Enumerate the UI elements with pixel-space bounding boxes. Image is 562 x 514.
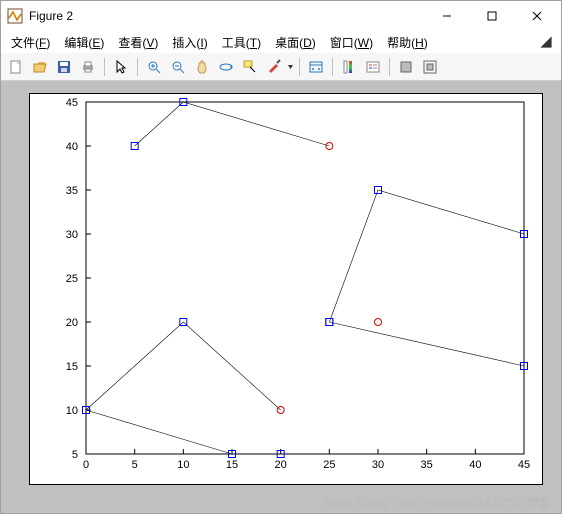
titlebar: Figure 2 <box>1 1 561 31</box>
menu-e[interactable]: 编辑(E) <box>58 32 110 53</box>
brush-icon <box>266 59 282 75</box>
close-icon <box>532 11 542 21</box>
link-icon <box>308 59 324 75</box>
colorbar-button[interactable] <box>338 56 360 78</box>
svg-text:30: 30 <box>66 229 78 241</box>
app-icon <box>7 8 23 24</box>
svg-text:40: 40 <box>66 141 78 153</box>
show-tools-button[interactable] <box>419 56 441 78</box>
figure-window: Figure 2 文件(F)编辑(E)查看(V)插入(I)工具(T)桌面(D)窗… <box>0 0 562 514</box>
legend-icon <box>365 59 381 75</box>
watermark: https://blog.csdn.net/weix@51CTO博客 <box>325 494 551 511</box>
zoom-in-button[interactable] <box>143 56 165 78</box>
print-icon <box>80 59 96 75</box>
rotate3d-button[interactable] <box>215 56 237 78</box>
colorbar-icon <box>341 59 357 75</box>
svg-text:20: 20 <box>275 459 287 471</box>
dock-arrow-icon[interactable] <box>539 35 553 49</box>
pointer-icon <box>113 59 129 75</box>
save-button[interactable] <box>53 56 75 78</box>
toolbar-sep <box>332 58 333 76</box>
menu-d[interactable]: 桌面(D) <box>269 32 322 53</box>
svg-text:5: 5 <box>132 459 138 471</box>
print-button[interactable] <box>77 56 99 78</box>
maximize-button[interactable] <box>469 2 514 30</box>
hide-tools-button[interactable] <box>395 56 417 78</box>
link-button[interactable] <box>305 56 327 78</box>
axes[interactable]: 05101520253035404551015202530354045 <box>86 102 524 454</box>
save-icon <box>56 59 72 75</box>
svg-text:30: 30 <box>372 459 384 471</box>
menu-h[interactable]: 帮助(H) <box>381 32 434 53</box>
new-figure-button[interactable] <box>5 56 27 78</box>
svg-text:10: 10 <box>66 405 78 417</box>
menu-v[interactable]: 查看(V) <box>112 32 164 53</box>
menu-i[interactable]: 插入(I) <box>166 32 213 53</box>
plot-svg: 05101520253035404551015202530354045 <box>86 102 524 454</box>
window-title: Figure 2 <box>29 9 424 23</box>
brush-button[interactable] <box>263 56 285 78</box>
pan-icon <box>194 59 210 75</box>
open-icon <box>32 59 48 75</box>
plot-background: 05101520253035404551015202530354045 <box>29 93 543 485</box>
close-button[interactable] <box>514 2 559 30</box>
toolbar-sep <box>104 58 105 76</box>
menu-t[interactable]: 工具(T) <box>216 32 267 53</box>
toolbar-sep <box>299 58 300 76</box>
maximize-icon <box>487 11 497 21</box>
svg-text:25: 25 <box>66 273 78 285</box>
svg-text:45: 45 <box>518 459 530 471</box>
toolbar-sep <box>137 58 138 76</box>
svg-text:10: 10 <box>177 459 189 471</box>
svg-text:15: 15 <box>226 459 238 471</box>
new-icon <box>8 59 24 75</box>
pan-button[interactable] <box>191 56 213 78</box>
zoom-in-icon <box>146 59 162 75</box>
datacursor-icon <box>242 59 258 75</box>
open-button[interactable] <box>29 56 51 78</box>
menubar: 文件(F)编辑(E)查看(V)插入(I)工具(T)桌面(D)窗口(W)帮助(H) <box>1 31 561 53</box>
svg-text:5: 5 <box>72 449 78 461</box>
zoom-out-icon <box>170 59 186 75</box>
toolbar <box>1 53 561 81</box>
toolbar-sep <box>389 58 390 76</box>
legend-button[interactable] <box>362 56 384 78</box>
canvas-area: 05101520253035404551015202530354045 http… <box>1 81 561 513</box>
svg-text:45: 45 <box>66 97 78 109</box>
brush-dropdown-icon[interactable] <box>287 59 294 75</box>
svg-text:35: 35 <box>421 459 433 471</box>
minimize-icon <box>442 11 452 21</box>
zoom-out-button[interactable] <box>167 56 189 78</box>
svg-text:25: 25 <box>323 459 335 471</box>
svg-text:35: 35 <box>66 185 78 197</box>
hide-icon <box>398 59 414 75</box>
show-icon <box>422 59 438 75</box>
svg-text:15: 15 <box>66 361 78 373</box>
svg-text:0: 0 <box>83 459 89 471</box>
datacursor-button[interactable] <box>239 56 261 78</box>
menu-f[interactable]: 文件(F) <box>5 32 56 53</box>
pointer-button[interactable] <box>110 56 132 78</box>
minimize-button[interactable] <box>424 2 469 30</box>
svg-text:20: 20 <box>66 317 78 329</box>
rotate-icon <box>218 59 234 75</box>
menu-w[interactable]: 窗口(W) <box>324 32 379 53</box>
svg-text:40: 40 <box>469 459 481 471</box>
